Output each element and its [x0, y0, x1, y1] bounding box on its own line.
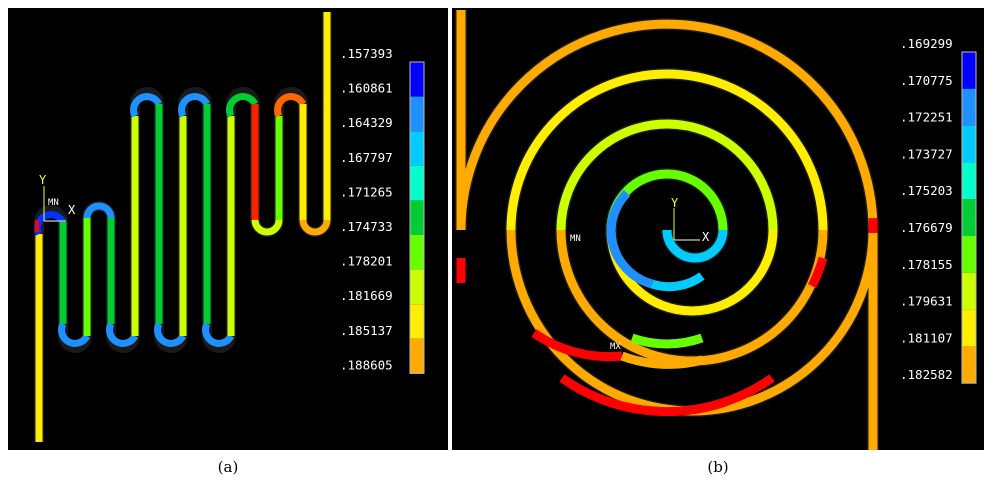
legend-value: .164329 — [340, 115, 393, 130]
legend-swatch — [410, 338, 424, 374]
legend-value: .172251 — [900, 110, 953, 125]
legend-frame — [961, 51, 977, 384]
panel-b: Y X MN MX .169299.170775.172251.173727.1… — [452, 8, 984, 450]
legend-swatch — [962, 309, 976, 347]
legend-value: .175203 — [900, 183, 953, 198]
caption-b: (b) — [707, 458, 729, 476]
legend-swatch — [410, 165, 424, 201]
legend-value: .178155 — [900, 257, 953, 272]
legend-value: .181107 — [900, 330, 953, 345]
legend-swatch — [410, 304, 424, 339]
legend-value: .182582 — [900, 367, 953, 382]
legend-swatch — [410, 200, 424, 235]
legend-swatch — [410, 235, 424, 270]
color-legend-a: .157393 .160861 .164329 .167797 .171265 .1747… — [340, 46, 425, 374]
legend-swatch — [962, 125, 976, 163]
legend-value: .157393 — [340, 46, 393, 61]
axis-triad-b: Y X MN MX — [570, 196, 710, 352]
legend-value: .176679 — [900, 220, 953, 235]
legend-swatch — [410, 131, 424, 166]
legend-swatch — [410, 62, 424, 97]
spiral-contour: Y X MN MX .169299.170775.172251.173727.1… — [455, 10, 977, 450]
legend-value: .170775 — [900, 73, 953, 88]
max-marker-label: MX — [610, 342, 621, 352]
legend-swatch — [962, 162, 976, 200]
legend-swatch — [962, 52, 976, 89]
axis-y-label: Y — [671, 196, 679, 210]
legend-value: .167797 — [340, 150, 393, 165]
axis-y-label: Y — [39, 173, 47, 187]
axis-x-label: X — [702, 230, 710, 244]
legend-value: .174733 — [340, 219, 393, 234]
legend-value: .171265 — [340, 184, 393, 199]
legend-value: .173727 — [900, 146, 953, 161]
legend-swatch — [962, 88, 976, 126]
legend-frame — [409, 61, 425, 374]
legend-swatch — [410, 96, 424, 132]
legend-swatch — [962, 199, 976, 236]
legend-swatch — [962, 346, 976, 384]
panel-a: Y X MN .157393 .160861 .164329 .167797 .1712… — [8, 8, 448, 450]
caption-a: (a) — [217, 458, 239, 476]
color-legend-b: .169299 .170775 .172251 .173727 .175203 .1766… — [900, 36, 977, 384]
legend-swatch — [962, 272, 976, 310]
legend-swatch — [410, 269, 424, 305]
axis-x-label: X — [68, 203, 76, 217]
legend-swatch — [962, 236, 976, 273]
legend-value: .188605 — [340, 357, 393, 372]
legend-value: .179631 — [900, 294, 953, 309]
legend-value: .181669 — [340, 288, 393, 303]
min-marker-label: MN — [570, 234, 581, 244]
legend-value: .160861 — [340, 81, 393, 96]
legend-value: .169299 — [900, 36, 953, 51]
legend-value: .178201 — [340, 254, 393, 269]
min-marker-label: MN — [48, 198, 59, 208]
legend-value: .185137 — [340, 323, 393, 338]
serpentine-contour: Y X MN .157393 .160861 .164329 .167797 .1712… — [34, 12, 425, 442]
axis-triad-a: Y X MN — [39, 173, 76, 222]
